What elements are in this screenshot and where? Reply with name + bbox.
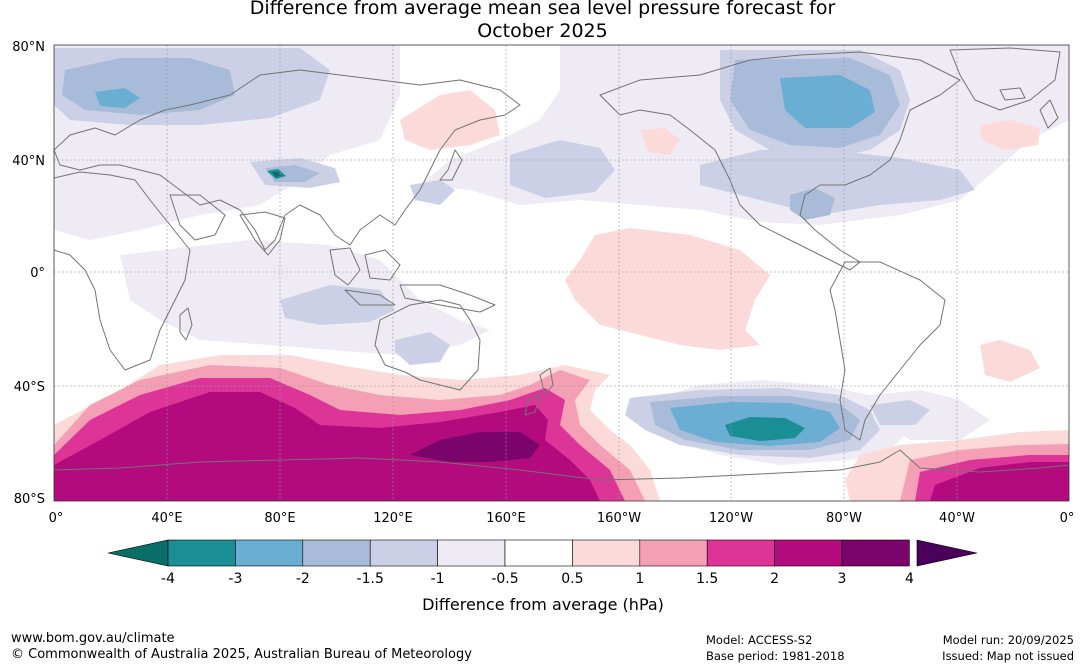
base-period: Base period: 1981-2018 [706,649,845,663]
map-frame [53,44,1070,502]
colorbar-cell [369,539,438,567]
lon-label: 80°W [826,511,862,526]
colorbar-cell [437,539,506,567]
lat-label: 80°N [12,40,45,55]
colorbar-tick-label: 0.5 [561,571,583,587]
colorbar-tick-label: 3 [838,571,847,587]
colorbar-tick-label: 1.5 [696,571,718,587]
colorbar-low-arrow [107,539,169,567]
colorbar: -4 -3 -2 -1.5 -1 -0.5 0.5 1 1.5 2 3 4 Difference fr… [107,539,978,614]
latitude-labels: 80°N 40°N 0° 40°S 80°S [12,40,45,507]
model-name: Model: ACCESS-S2 [706,633,813,647]
colorbar-cell [302,539,371,567]
lon-label: 120°E [373,511,413,526]
lon-label: 0° [49,511,64,526]
lat-label: 40°N [12,154,45,169]
colorbar-cell [774,539,843,567]
colorbar-tick-label: -4 [161,571,175,587]
coastlines [54,47,1069,481]
colorbar-tick-label: 2 [770,571,779,587]
colorbar-high-arrow [916,539,978,567]
lat-label: 40°S [14,380,45,395]
positive-3-anomaly-area [410,432,540,462]
colorbar-cell [235,539,304,567]
longitude-labels: 0° 40°E 80°E 120°E 160°E 160°W 120°W 80°… [49,511,1075,526]
strongest-negative-cell [272,172,281,177]
colorbar-cell [706,539,775,567]
colorbar-cell [639,539,708,567]
lon-label: 80°E [264,511,295,526]
colorbar-tick-label: -2 [296,571,310,587]
map-title-line-2: October 2025 [477,20,608,42]
map-panel [54,45,1069,501]
colorbar-tick-label: 4 [905,571,914,587]
lat-label: 0° [30,266,45,281]
lon-label: 120°W [709,511,753,526]
colorbar-tick-label: -1 [431,571,445,587]
lon-label: 40°W [939,511,975,526]
colorbar-tick-label: -1.5 [357,571,384,587]
colorbar-title: Difference from average (hPa) [422,595,664,614]
colorbar-tick-label: -0.5 [491,571,518,587]
colorbar-cell [572,539,641,567]
map-title-line-1: Difference from average mean sea level p… [249,0,836,19]
lat-label: 80°S [14,492,45,507]
colorbar-cell [841,539,910,567]
graticule [54,45,1069,501]
colorbar-cell [167,539,236,567]
model-run: Model run: 20/09/2025 [942,633,1074,647]
lon-label: 160°W [597,511,641,526]
website-link[interactable]: www.bom.gov.au/climate [11,631,175,646]
lon-label: 40°E [151,511,182,526]
positive-2-anomaly-areas [54,392,1069,501]
lon-label: 160°E [486,511,526,526]
colorbar-cell [504,539,573,567]
lon-label: 0° [1060,511,1075,526]
colorbar-tick-label: 1 [635,571,644,587]
colorbar-tick-label: -3 [228,571,242,587]
copyright-text: © Commonwealth of Australia 2025, Austra… [11,647,472,662]
issued-status: Issued: Map not issued [942,649,1074,663]
